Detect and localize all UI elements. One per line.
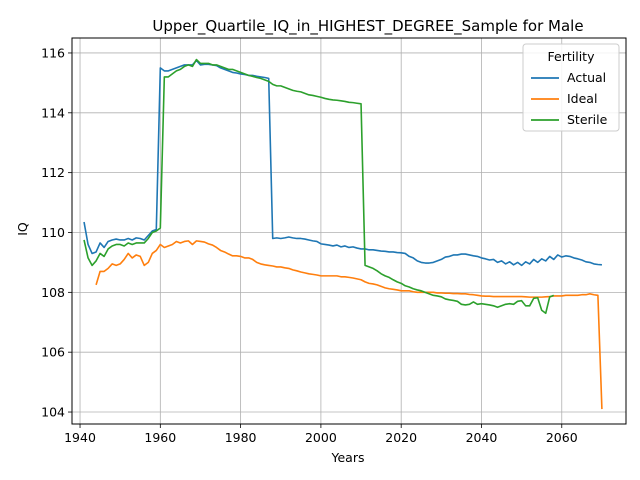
plot-frame — [71, 37, 627, 425]
x-axis: 1940 1960 1980 2000 2020 2040 2060 — [64, 424, 578, 445]
x-tick-label: 2040 — [466, 430, 498, 445]
x-tick-label: 1980 — [225, 430, 257, 445]
x-tick-label: 2060 — [546, 430, 578, 445]
y-tick-label: 112 — [41, 165, 65, 180]
legend: Fertility Actual Ideal Sterile — [522, 43, 620, 132]
y-tick-label: 108 — [41, 285, 65, 300]
y-axis-label: IQ — [15, 222, 30, 236]
y-tick-label: 104 — [41, 405, 65, 420]
x-tick-label: 2000 — [305, 430, 337, 445]
x-tick-label: 2020 — [385, 430, 417, 445]
series-line-ideal — [95, 240, 603, 410]
series-line-sterile — [83, 58, 555, 315]
x-axis-label: Years — [331, 450, 365, 465]
x-tick-label: 1960 — [144, 430, 176, 445]
legend-title: Fertility — [548, 49, 596, 64]
legend-label-actual: Actual — [567, 70, 606, 85]
series-line-actual — [83, 59, 602, 267]
y-tick-label: 114 — [41, 105, 65, 120]
y-axis: 104 106 108 110 112 114 116 — [41, 45, 72, 420]
series-layer — [83, 58, 603, 410]
legend-label-ideal: Ideal — [567, 91, 597, 106]
y-tick-label: 110 — [41, 225, 65, 240]
chart-title: Upper_Quartile_IQ_in_HIGHEST_DEGREE_Samp… — [152, 17, 583, 36]
legend-label-sterile: Sterile — [567, 112, 608, 127]
x-tick-label: 1940 — [64, 430, 96, 445]
y-tick-label: 106 — [41, 345, 65, 360]
y-tick-label: 116 — [41, 45, 65, 60]
legend-box — [522, 43, 620, 132]
